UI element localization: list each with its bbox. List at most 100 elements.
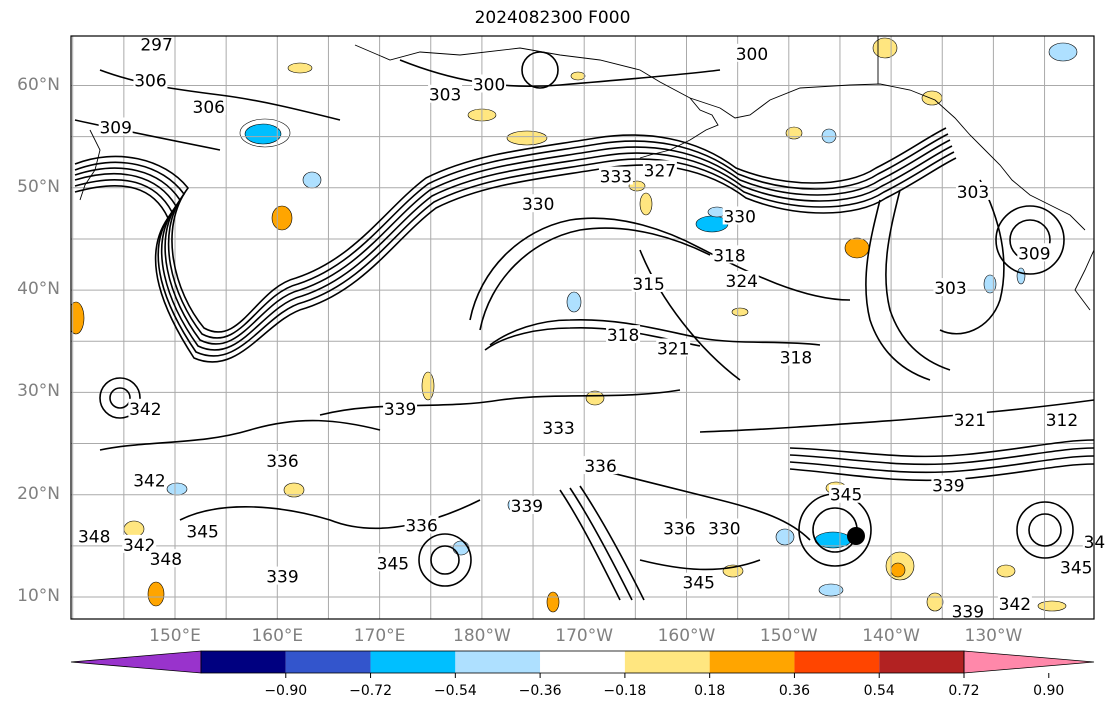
contour-label-background xyxy=(598,166,633,185)
contour-label-background xyxy=(77,526,112,545)
contour-label-background xyxy=(707,518,742,537)
contour-label-background xyxy=(662,518,697,537)
contour-label-background xyxy=(724,270,759,289)
contour-label: 309 xyxy=(99,118,131,138)
contour-label: 342 xyxy=(133,471,165,491)
contour-label-background xyxy=(631,273,666,292)
contour-labels: 297 300 300 306 306 303 309 333 327 330 330 303 318 3… xyxy=(77,34,1105,622)
longitude-label: 170°E xyxy=(353,626,406,646)
contour-label: 303 xyxy=(934,279,966,299)
longitude-label: 160°W xyxy=(657,626,716,646)
colorbar xyxy=(70,650,1095,678)
contour-label: 336 xyxy=(584,457,616,477)
contour-label-background xyxy=(541,418,576,437)
colorbar-tick-label: −0.72 xyxy=(349,683,392,699)
contour-label: 303 xyxy=(429,86,461,106)
latitude-label: 10°N xyxy=(17,586,60,606)
contour-label: 336 xyxy=(663,519,695,539)
colorbar-segment xyxy=(455,651,541,673)
longitude-label: 170°W xyxy=(555,626,614,646)
contour-label-background xyxy=(722,206,757,225)
contour-label: 330 xyxy=(723,207,755,227)
contour-label: 315 xyxy=(632,275,664,295)
longitude-label: 130°W xyxy=(964,626,1023,646)
contour-label-background xyxy=(133,70,168,89)
contour-label: 309 xyxy=(1018,244,1050,264)
longitude-label: 150°W xyxy=(759,626,818,646)
contour-label: 345 xyxy=(830,486,862,506)
colorbar-segment xyxy=(201,651,286,673)
contour-label-background xyxy=(681,572,716,591)
contour-label-background xyxy=(132,470,167,489)
contour-label: 345 xyxy=(186,523,218,543)
theta-contours xyxy=(74,51,1094,601)
storm-center-marker xyxy=(847,527,865,545)
latitude-label: 20°N xyxy=(17,483,60,504)
colorbar-tick-label: −0.36 xyxy=(518,683,562,699)
contour-label-background xyxy=(122,534,157,553)
contour-label-background xyxy=(509,495,544,514)
contour-label: 348 xyxy=(150,550,182,570)
contour-label-background xyxy=(404,515,439,534)
contour-label: 333 xyxy=(600,168,632,188)
contour-label: 306 xyxy=(193,98,225,118)
contour-label: 342 xyxy=(999,595,1031,615)
contour-label: 336 xyxy=(266,452,298,472)
colorbar-extend-high xyxy=(963,650,1095,674)
contour-label-background xyxy=(712,245,747,264)
contour-label: 342 xyxy=(129,400,161,420)
contour-label-background xyxy=(778,347,813,366)
colorbar-segment xyxy=(624,651,710,673)
contour-label: 330 xyxy=(708,519,740,539)
contour-label-background xyxy=(375,553,410,572)
colorbar-extend-low xyxy=(70,650,202,674)
contour-label-background xyxy=(1044,410,1079,429)
contour-label-background xyxy=(950,601,985,620)
colorbar-segment xyxy=(370,651,456,673)
contour-label: 339 xyxy=(384,400,416,420)
contour-label-background xyxy=(1059,557,1094,576)
contour-label: 342 xyxy=(123,536,155,556)
colorbar-segment xyxy=(285,651,371,673)
contour-label-background xyxy=(997,594,1032,613)
colorbar-segment xyxy=(540,651,625,673)
colorbar-outline xyxy=(200,650,965,674)
contour-label-background xyxy=(98,117,133,136)
contour-label-background xyxy=(191,97,226,116)
contour-label: 306 xyxy=(134,71,166,91)
map-title: 2024082300 F000 xyxy=(474,8,631,28)
contour-label: 324 xyxy=(726,272,758,292)
longitude-label: 160°E xyxy=(251,626,304,646)
contour-label: 336 xyxy=(405,516,437,536)
map-frame xyxy=(70,35,1095,620)
colorbar-tick-label: −0.18 xyxy=(603,683,647,699)
contour-label: 339 xyxy=(511,497,543,517)
colorbar-segment xyxy=(709,651,795,673)
contour-label-background xyxy=(428,84,463,103)
longitude-label: 180°W xyxy=(453,626,511,646)
contour-label-background xyxy=(1017,243,1052,262)
contour-label-background xyxy=(642,160,677,179)
contour-label: 300 xyxy=(473,76,505,96)
contour-label-background xyxy=(952,410,987,429)
longitude-label: 150°E xyxy=(149,626,201,646)
colorbar-tick-label: 0.90 xyxy=(1033,683,1065,699)
contour-label: 327 xyxy=(644,161,676,181)
contour-label-background xyxy=(656,338,691,357)
longitude-label: 140°W xyxy=(862,626,920,646)
contour-label: 345 xyxy=(683,574,715,594)
latitude-label: 30°N xyxy=(17,381,60,402)
contour-label: 339 xyxy=(932,477,964,497)
latitude-label: 40°N xyxy=(17,279,60,300)
colorbar-tick-label: 0.72 xyxy=(948,683,980,699)
contour-label: 297 xyxy=(140,36,172,56)
contour-label-background xyxy=(583,456,618,475)
contour-label-background xyxy=(606,325,641,344)
latitude-label: 50°N xyxy=(17,176,60,197)
colorbar-tick-label: 0.36 xyxy=(778,683,811,699)
contour-label: 339 xyxy=(952,602,984,622)
contour-label: 345 xyxy=(1060,558,1092,578)
contour-label-background xyxy=(933,278,968,297)
contour-label: 321 xyxy=(954,411,986,431)
